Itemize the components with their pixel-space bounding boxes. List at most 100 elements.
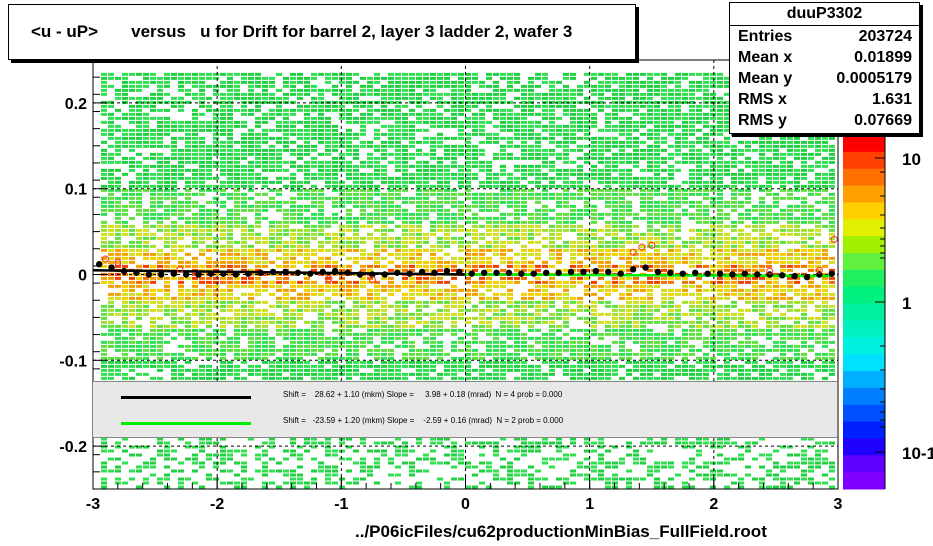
heatmap-cell bbox=[311, 156, 317, 160]
heatmap-cell bbox=[311, 308, 317, 312]
heatmap-cell bbox=[255, 256, 261, 260]
heatmap-cell bbox=[661, 356, 667, 360]
heatmap-cell bbox=[248, 312, 254, 316]
heatmap-cell bbox=[514, 308, 520, 312]
heatmap-cell bbox=[339, 188, 345, 192]
heatmap-cell bbox=[570, 196, 576, 200]
heatmap-cell bbox=[367, 104, 373, 108]
heatmap-cell bbox=[311, 116, 317, 120]
heatmap-cell bbox=[374, 320, 380, 324]
heatmap-cell bbox=[388, 268, 394, 272]
heatmap-cell bbox=[360, 116, 366, 120]
heatmap-cell bbox=[444, 92, 450, 96]
heatmap-cell bbox=[416, 260, 422, 264]
heatmap-cell bbox=[619, 180, 625, 184]
heatmap-cell bbox=[556, 348, 562, 352]
heatmap-cell bbox=[437, 136, 443, 140]
heatmap-cell bbox=[612, 188, 618, 192]
heatmap-cell bbox=[465, 332, 471, 336]
heatmap-cell bbox=[381, 220, 387, 224]
heatmap-cell bbox=[171, 300, 177, 304]
heatmap-cell bbox=[115, 92, 121, 96]
heatmap-cell bbox=[234, 152, 240, 156]
heatmap-cell bbox=[563, 196, 569, 200]
heatmap-cell bbox=[304, 256, 310, 260]
heatmap-cell bbox=[661, 352, 667, 356]
heatmap-cell bbox=[171, 208, 177, 212]
heatmap-cell bbox=[472, 96, 478, 100]
heatmap-cell bbox=[101, 324, 107, 328]
heatmap-cell bbox=[262, 372, 268, 376]
heatmap-cell bbox=[591, 212, 597, 216]
heatmap-cell bbox=[101, 152, 107, 156]
heatmap-cell bbox=[626, 304, 632, 308]
heatmap-cell bbox=[332, 156, 338, 160]
heatmap-cell bbox=[619, 220, 625, 224]
heatmap-cell bbox=[605, 188, 611, 192]
heatmap-cell bbox=[157, 200, 163, 204]
heatmap-cell bbox=[227, 100, 233, 104]
heatmap-cell bbox=[633, 156, 639, 160]
heatmap-cell bbox=[290, 300, 296, 304]
heatmap-cell bbox=[507, 184, 513, 188]
heatmap-cell bbox=[367, 328, 373, 332]
heatmap-cell bbox=[486, 92, 492, 96]
heatmap-cell bbox=[171, 360, 177, 364]
heatmap-cell bbox=[234, 248, 240, 252]
heatmap-cell bbox=[409, 292, 415, 296]
heatmap-cell bbox=[661, 252, 667, 256]
heatmap-cell bbox=[507, 80, 513, 84]
heatmap-cell bbox=[402, 76, 408, 80]
heatmap-cell bbox=[213, 240, 219, 244]
heatmap-cell bbox=[108, 240, 114, 244]
heatmap-cell bbox=[381, 124, 387, 128]
heatmap-cell bbox=[248, 304, 254, 308]
heatmap-cell bbox=[122, 92, 128, 96]
heatmap-cell bbox=[521, 100, 527, 104]
heatmap-cell bbox=[619, 184, 625, 188]
heatmap-cell bbox=[283, 304, 289, 308]
heatmap-cell bbox=[234, 84, 240, 88]
heatmap-cell bbox=[514, 232, 520, 236]
heatmap-cell bbox=[227, 196, 233, 200]
heatmap-cell bbox=[346, 364, 352, 368]
heatmap-cell bbox=[507, 180, 513, 184]
heatmap-cell bbox=[157, 76, 163, 80]
heatmap-cell bbox=[654, 216, 660, 220]
heatmap-cell bbox=[542, 340, 548, 344]
heatmap-cell bbox=[367, 336, 373, 340]
heatmap-cell bbox=[507, 256, 513, 260]
heatmap-cell bbox=[283, 244, 289, 248]
heatmap-cell bbox=[234, 124, 240, 128]
heatmap-cell bbox=[416, 176, 422, 180]
heatmap-cell bbox=[563, 332, 569, 336]
heatmap-cell bbox=[647, 72, 653, 76]
heatmap-cell bbox=[437, 256, 443, 260]
heatmap-cell bbox=[612, 280, 618, 284]
heatmap-cell bbox=[563, 348, 569, 352]
heatmap-cell bbox=[500, 136, 506, 140]
heatmap-cell bbox=[283, 96, 289, 100]
heatmap-cell bbox=[136, 72, 142, 76]
heatmap-cell bbox=[185, 192, 191, 196]
heatmap-cell bbox=[619, 192, 625, 196]
heatmap-cell bbox=[311, 148, 317, 152]
heatmap-cell bbox=[220, 260, 226, 264]
heatmap-cell bbox=[472, 256, 478, 260]
heatmap-cell bbox=[591, 324, 597, 328]
heatmap-cell bbox=[542, 376, 548, 380]
heatmap-cell bbox=[143, 336, 149, 340]
heatmap-cell bbox=[157, 160, 163, 164]
heatmap-cell bbox=[472, 156, 478, 160]
heatmap-cell bbox=[248, 276, 254, 280]
heatmap-cell bbox=[213, 100, 219, 104]
heatmap-cell bbox=[598, 256, 604, 260]
heatmap-cell bbox=[374, 72, 380, 76]
heatmap-cell bbox=[143, 164, 149, 168]
heatmap-cell bbox=[633, 336, 639, 340]
heatmap-cell bbox=[612, 152, 618, 156]
heatmap-cell bbox=[276, 152, 282, 156]
heatmap-cell bbox=[206, 356, 212, 360]
heatmap-cell bbox=[192, 356, 198, 360]
heatmap-cell bbox=[311, 200, 317, 204]
